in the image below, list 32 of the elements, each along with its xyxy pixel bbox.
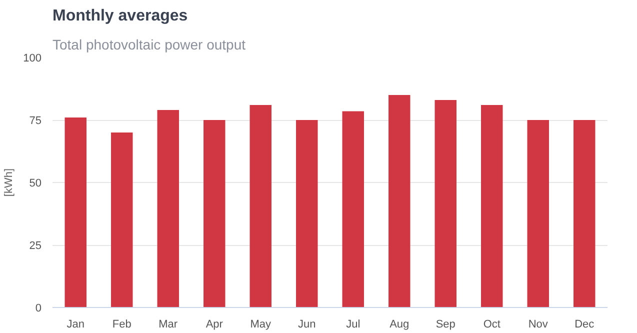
bar [527, 120, 549, 308]
y-axis-title: [kWh] [3, 168, 16, 197]
x-tick-label: Aug [390, 318, 410, 330]
y-tick-label: 50 [29, 178, 42, 190]
x-tick-label: Mar [158, 318, 178, 330]
bar [204, 120, 226, 308]
y-tick-label: 100 [23, 52, 42, 64]
bar [342, 111, 364, 308]
bar [388, 95, 410, 308]
y-tick-label: 0 [35, 302, 42, 314]
bar [296, 120, 318, 308]
y-tick-label: 75 [29, 115, 42, 127]
bar [64, 118, 86, 308]
x-tick-label: Oct [483, 318, 500, 330]
chart-subtitle: Total photovoltaic power output [52, 36, 246, 52]
x-tick-label: Sep [436, 318, 456, 330]
x-tick-label: Jan [66, 318, 85, 330]
y-tick-label: 25 [29, 240, 42, 252]
x-tick-label: Nov [528, 318, 548, 330]
bar [481, 105, 503, 308]
bar [111, 132, 133, 308]
x-tick-label: May [250, 318, 272, 330]
x-tick-label: Jun [298, 318, 316, 330]
x-tick-label: Dec [574, 318, 595, 330]
bar [157, 110, 179, 308]
bar [434, 100, 456, 308]
x-tick-label: Feb [112, 318, 132, 330]
x-tick-label: Apr [206, 318, 224, 330]
chart-title: Monthly averages [52, 8, 188, 24]
x-tick-label: Jul [346, 318, 360, 330]
bar [574, 120, 596, 308]
bar [250, 105, 272, 308]
